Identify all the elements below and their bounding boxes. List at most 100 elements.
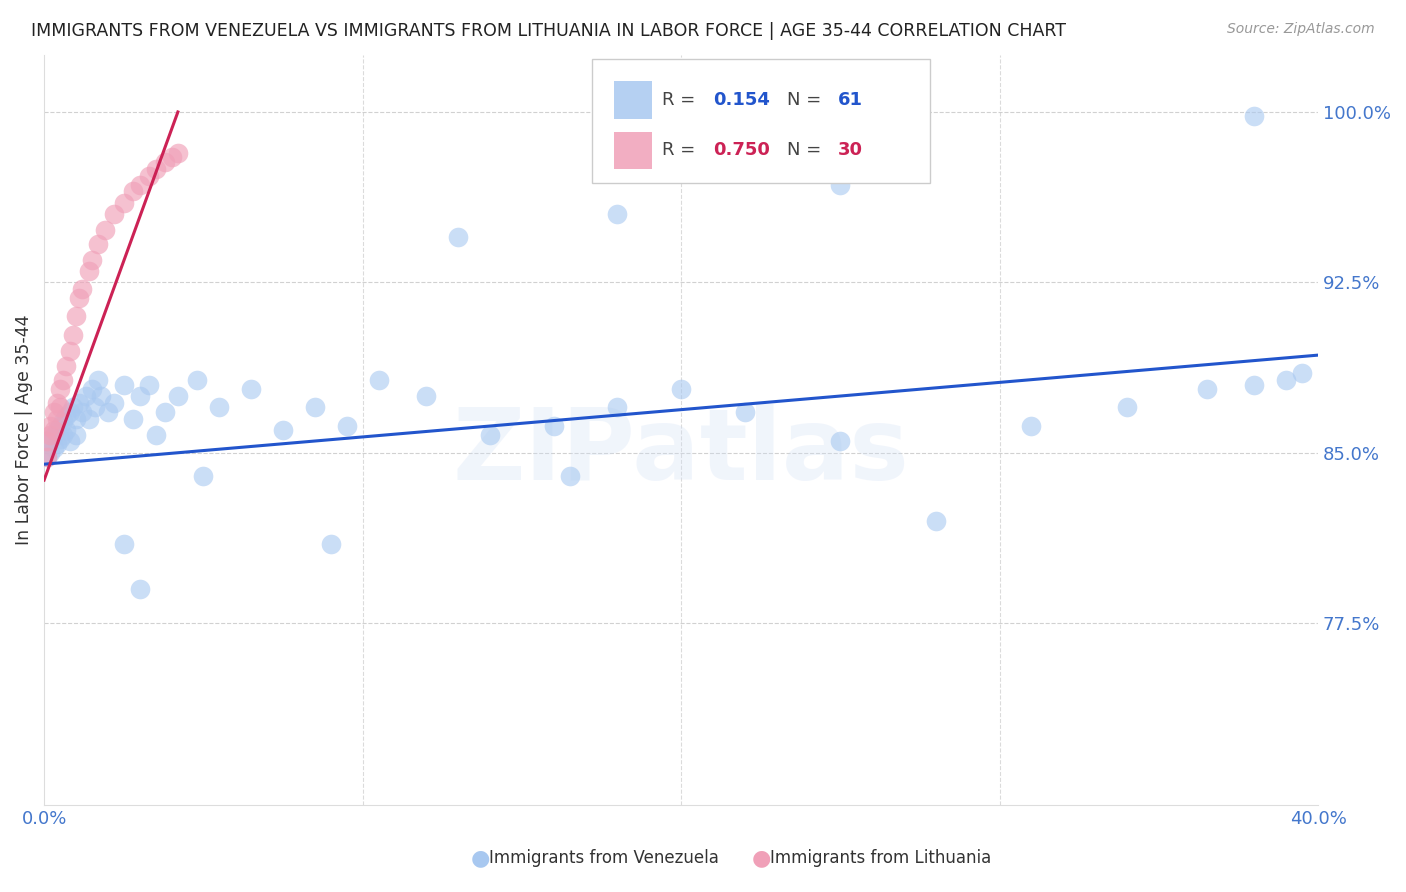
Point: [304, 401, 326, 415]
Text: Source: ZipAtlas.com: Source: ZipAtlas.com: [1227, 22, 1375, 37]
Point: [193, 468, 215, 483]
Point: [67, 396, 90, 410]
Point: [37, 450, 59, 465]
Text: 0.154: 0.154: [713, 91, 770, 109]
Point: [65, 427, 87, 442]
Y-axis label: In Labor Force | Age 35-44: In Labor Force | Age 35-44: [15, 315, 32, 545]
Point: [830, 178, 852, 192]
Point: [479, 427, 502, 442]
Point: [93, 223, 115, 237]
Point: [39, 418, 62, 433]
Text: N =: N =: [787, 91, 827, 109]
Point: [319, 537, 342, 551]
Point: [447, 230, 470, 244]
Point: [145, 161, 167, 176]
Text: N =: N =: [787, 142, 827, 160]
Point: [80, 252, 103, 267]
Point: [128, 178, 150, 192]
Point: [1116, 401, 1139, 415]
Point: [45, 411, 67, 425]
Point: [37, 434, 59, 449]
Point: [153, 405, 176, 419]
Point: [37, 450, 59, 465]
Text: ●: ●: [471, 848, 491, 868]
FancyBboxPatch shape: [592, 59, 929, 183]
Point: [186, 373, 208, 387]
Point: [39, 432, 62, 446]
Point: [367, 373, 389, 387]
Point: [103, 207, 125, 221]
Point: [84, 401, 107, 415]
Point: [62, 327, 84, 342]
Point: [87, 373, 110, 387]
Text: Immigrants from Lithuania: Immigrants from Lithuania: [770, 849, 991, 867]
Text: R =: R =: [662, 91, 702, 109]
Point: [52, 373, 75, 387]
Point: [103, 396, 125, 410]
Point: [830, 434, 852, 449]
Point: [122, 411, 145, 425]
Point: [128, 389, 150, 403]
Point: [734, 405, 756, 419]
Point: [145, 427, 167, 442]
Point: [1195, 382, 1218, 396]
Text: ZIPatlas: ZIPatlas: [453, 404, 910, 501]
Point: [37, 434, 59, 449]
Point: [271, 423, 294, 437]
Point: [138, 169, 160, 183]
Text: R =: R =: [662, 142, 702, 160]
Point: [606, 207, 628, 221]
Point: [39, 446, 62, 460]
Point: [42, 423, 65, 437]
Point: [97, 405, 120, 419]
Point: [1275, 373, 1298, 387]
Point: [49, 401, 72, 415]
Point: [543, 418, 565, 433]
Point: [558, 468, 581, 483]
Point: [72, 282, 94, 296]
Point: [45, 436, 67, 450]
Point: [925, 514, 948, 528]
Point: [77, 411, 100, 425]
Point: [1291, 366, 1313, 380]
Point: [52, 414, 75, 428]
Point: [49, 418, 72, 433]
Point: [167, 389, 190, 403]
Point: [122, 185, 145, 199]
Point: [1243, 110, 1265, 124]
Point: [58, 343, 80, 358]
Bar: [613, 132, 652, 169]
Point: [336, 418, 359, 433]
Point: [72, 405, 94, 419]
Point: [49, 382, 72, 396]
Point: [58, 405, 80, 419]
Point: [52, 427, 75, 442]
Point: [65, 310, 87, 324]
Point: [75, 389, 97, 403]
Text: 0.750: 0.750: [713, 142, 770, 160]
Point: [138, 377, 160, 392]
Point: [58, 434, 80, 449]
Point: [77, 264, 100, 278]
Point: [415, 389, 437, 403]
Point: [55, 409, 77, 424]
Point: [87, 236, 110, 251]
Point: [606, 401, 628, 415]
Point: [153, 155, 176, 169]
Point: [160, 150, 183, 164]
Text: IMMIGRANTS FROM VENEZUELA VS IMMIGRANTS FROM LITHUANIA IN LABOR FORCE | AGE 35-4: IMMIGRANTS FROM VENEZUELA VS IMMIGRANTS …: [31, 22, 1066, 40]
Point: [208, 401, 231, 415]
Point: [669, 382, 692, 396]
Point: [80, 382, 103, 396]
Point: [42, 427, 65, 442]
Point: [112, 195, 135, 210]
Point: [42, 442, 65, 456]
Point: [128, 582, 150, 597]
Point: [167, 145, 190, 160]
Point: [240, 382, 263, 396]
Bar: [613, 81, 652, 119]
Point: [45, 396, 67, 410]
Text: 30: 30: [838, 142, 863, 160]
Point: [42, 405, 65, 419]
Point: [39, 427, 62, 442]
